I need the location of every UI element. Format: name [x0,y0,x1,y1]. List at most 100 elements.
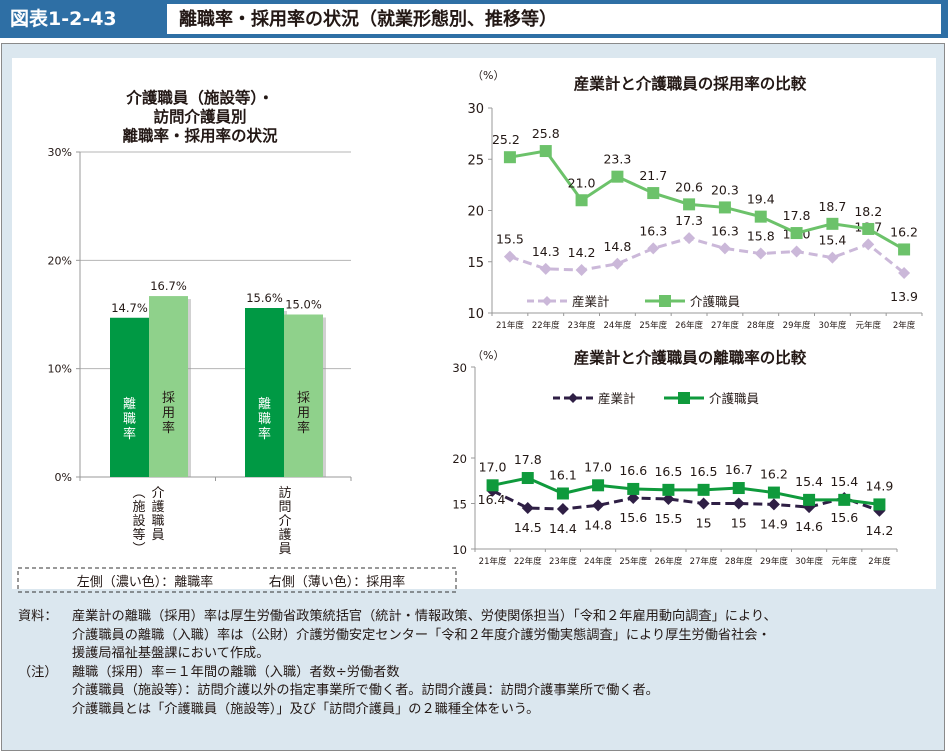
source-text-1: 産業計の離職（採用）率は厚生労働省政策統括官（統計・情報政策、労使関係担当）「令… [72,609,777,624]
data-label: 16.4 [478,492,506,507]
data-label: 14.6 [795,519,823,534]
data-point-square [662,483,675,496]
bar-inner-label-char: 用 [162,406,175,421]
data-label: 16.5 [690,464,718,479]
figure-header: 図表1-2-43 離職率・採用率の状況（就業形態別、推移等） [0,0,948,38]
hiring-chart-legend: 産業計 介護職員 [527,294,741,309]
data-label: 25.2 [492,132,520,147]
data-label: 14.5 [514,520,542,535]
bar-chart-title-line-1: 介護職員（施設等）・ [125,88,273,107]
line-y-tick-label: 20 [452,452,467,466]
data-point-diamond [503,250,516,263]
bar-category-label-char: 問 [278,500,291,515]
separation-chart-title: 産業計と介護職員の離職率の比較 [574,348,807,367]
data-label: 17.3 [675,213,703,228]
line-y-tick-label: 30 [467,102,484,117]
line-x-tick-label: 元年度 [831,556,857,567]
line-x-tick-label: 26年度 [655,556,683,567]
hiring-chart-title: 産業計と介護職員の採用率の比較 [574,74,807,93]
bar-inner-label-char: 離 [123,397,136,412]
data-point-square [592,479,605,492]
data-label: 16.3 [639,223,667,238]
line-x-tick-label: 22年度 [514,556,542,567]
data-point-diamond [767,498,780,511]
note-label: （注） [18,664,58,680]
bar-legend-note-box [17,567,457,593]
data-point-square [838,493,851,506]
data-point-diamond [521,502,534,515]
note-text-3: 介護職員とは「介護職員（施設等）」及び「訪問介護員」の２職種全体をいう。 [72,701,540,717]
data-point-diamond [862,238,875,251]
data-point-square [873,498,886,511]
bar-category-label-char: 介 [151,486,164,501]
data-point-square [697,483,710,496]
source-line-2: 介護職員の離職（入職）率は（公財）介護労働安定センター「令和２年度介護労働実態調… [18,627,938,646]
line-x-tick-label: 24年度 [604,320,632,331]
data-point-diamond [575,263,588,276]
data-point-diamond [611,257,624,270]
line-x-tick-label: 21年度 [479,556,507,567]
data-label: 14.2 [865,523,893,538]
data-point-diamond [592,499,605,512]
notes: 資料： 産業計の離職（採用）率は厚生労働省政策統括官（統計・情報政策、労使関係担… [18,608,938,720]
source-line-1: 資料： 産業計の離職（採用）率は厚生労働省政策統括官（統計・情報政策、労使関係担… [18,608,938,627]
data-label: 15 [696,516,712,531]
data-point-diamond [647,242,660,255]
line-x-tick-label: 29年度 [783,320,811,331]
data-label: 15.5 [496,232,524,247]
data-label: 25.8 [532,126,560,141]
data-label: 15.8 [747,229,775,244]
bar-category-label-char: 員 [151,528,164,543]
line-x-tick-label: 29年度 [760,556,788,567]
data-point-square [732,482,745,495]
separation-chart-axes: 10 15 20 30 21年度 22年度 23年度 24年度 25年度 26年度 27年度 28年度… [452,361,898,567]
data-point-square [683,198,696,211]
data-point-diamond [898,267,911,280]
legend-marker-square [678,392,690,404]
data-label: 16.6 [619,463,647,478]
line-x-tick-label: 2年度 [893,320,916,331]
data-label: 17.8 [783,208,811,223]
data-label: 14.4 [549,521,577,536]
data-point-square [754,210,767,223]
data-point-diamond [683,232,696,245]
data-point-square [521,472,534,485]
data-point-square [486,479,499,492]
data-label: 15.6 [830,510,858,525]
bar-category-label-char: 護 [151,499,164,515]
bar-inner-label-char: 職 [123,412,136,427]
data-label: 14.9 [760,516,788,531]
data-label: 21.7 [639,168,667,183]
data-point-diamond [556,502,569,515]
data-point-square [767,486,780,499]
data-label: 15.5 [654,511,682,526]
note-text-1: 離職（採用）率＝１年間の離職（入職）者数÷労働者数 [72,664,400,680]
data-point-square [898,243,911,256]
bar-inner-label-char: 率 [297,420,310,436]
line-x-tick-label: 元年度 [855,320,881,331]
legend-label: 介護職員 [709,391,760,406]
bar-chart-title-line-3: 離職率・採用率の状況 [122,126,278,145]
bar-inner-label-char: 率 [258,426,271,442]
legend-marker-diamond [568,393,578,403]
bar-inner-label-char: 採 [297,391,310,406]
line-x-tick-label: 30年度 [795,556,823,567]
figure-title-box: 離職率・採用率の状況（就業形態別、推移等） [166,3,942,35]
source-line-3: 援護局福祉基盤課において作成。 [18,645,938,664]
data-point-diamond [539,262,552,275]
line-x-tick-label: 26年度 [675,320,703,331]
data-label: 15.4 [830,474,858,489]
bar-category-label-char: 設 [132,513,145,529]
data-label: 16.3 [711,223,739,238]
data-label: 20.3 [711,182,739,197]
bar-category-label-char: ︵ [132,486,145,501]
bar-inner-label-char: 率 [123,426,136,442]
line-y-tick-label: 10 [452,543,467,557]
data-label: 14.8 [603,239,631,254]
data-label: 15.4 [795,474,823,489]
bar-y-tick-label: 30% [48,146,72,159]
bar-legend-note: 左側（濃い色）：離職率 右側（薄い色）：採用率 [17,567,457,593]
line-x-tick-label: 24年度 [584,556,612,567]
data-label: 16.5 [654,464,682,479]
